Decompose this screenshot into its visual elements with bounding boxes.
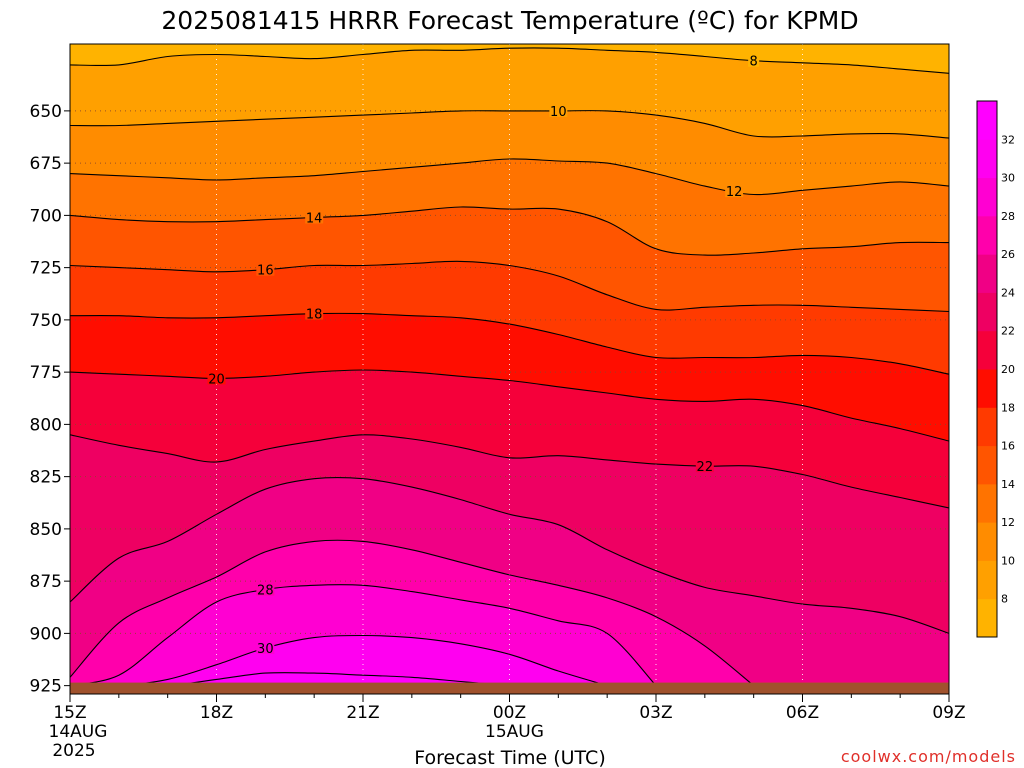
contour-label-10: 10 [550, 105, 567, 120]
contour-line-30 [145, 634, 599, 683]
colorbar-swatch-8 [977, 292, 997, 332]
colorbar-label-24: 24 [1001, 286, 1015, 299]
y-tick-label-800: 800 [30, 415, 62, 435]
y-axis: 650 675 700 725 750 775 800 825 850 875 900 925 [30, 102, 70, 697]
contour-label-bg-16 [256, 262, 275, 276]
colorbar-label-32: 32 [1001, 133, 1015, 146]
x-tick-label-06Z: 06Z [786, 703, 819, 723]
fill-band-32 [193, 672, 475, 683]
colorbar-swatch-13 [977, 101, 997, 140]
colorbar-label-26: 26 [1001, 248, 1015, 261]
colorbar-frame [976, 100, 998, 638]
x-tick-label-03Z: 03Z [639, 703, 672, 723]
y-tick-label-925: 925 [30, 677, 62, 697]
plot-area: 8 10 12 14 16 18 20 22 28 30 [69, 43, 950, 695]
contour-line-14 [70, 206, 949, 256]
colorbar-label-28: 28 [1001, 210, 1015, 223]
colorbar-label-14: 14 [1001, 478, 1015, 491]
contour-label-bg-12 [725, 184, 744, 198]
y-tick-label-675: 675 [30, 154, 62, 174]
y-tick-label-700: 700 [30, 206, 62, 226]
contour-label-14: 14 [306, 211, 323, 226]
y-tick-label-850: 850 [30, 520, 62, 540]
contour-line-12 [70, 158, 949, 196]
contour-label-16: 16 [257, 264, 274, 279]
contour-label-8: 8 [750, 55, 758, 70]
contour-label-bg-8 [748, 53, 760, 67]
colorbar-swatch-1 [977, 560, 997, 600]
colorbar-swatch-6 [977, 369, 997, 408]
colorbar-label-12: 12 [1001, 516, 1015, 529]
x-tick-label-18Z: 18Z [200, 703, 233, 723]
x-date-label-14AUG: 14AUG [49, 722, 108, 742]
contour-label-12: 12 [726, 185, 743, 200]
colorbar-swatch-0 [977, 598, 997, 638]
y-tick-label-725: 725 [30, 259, 62, 279]
contour-label-bg-30 [256, 641, 275, 655]
y-tick-label-650: 650 [30, 102, 62, 122]
x-tick-label-15Z: 15Z [53, 703, 86, 723]
chart-title: 2025081415 HRRR Forecast Temperature (ºC… [161, 6, 858, 35]
colorbar-label-20: 20 [1001, 363, 1015, 376]
colorbar-swatch-5 [977, 407, 997, 447]
x-tick-label-00Z: 00Z [493, 703, 526, 723]
temperature-fill [70, 44, 949, 683]
contour-label-18: 18 [306, 308, 323, 323]
contour-labels: 8 10 12 14 16 18 20 22 28 30 [207, 53, 760, 657]
x-year-label: 2025 [52, 741, 95, 761]
contour-line-8 [70, 47, 949, 74]
colorbar-swatch-10 [977, 215, 997, 255]
fill-band-30 [149, 635, 598, 683]
contour-label-bg-10 [549, 103, 568, 117]
colorbar-swatch-3 [977, 483, 997, 523]
contour-label-bg-14 [305, 210, 324, 224]
colorbar-swatch-4 [977, 445, 997, 485]
colorbar-label-8: 8 [1001, 593, 1008, 606]
colorbar-label-18: 18 [1001, 401, 1015, 414]
contour-line-16 [70, 260, 949, 313]
y-tick-label-750: 750 [30, 311, 62, 331]
colorbar-swatch-2 [977, 522, 997, 561]
contour-line-22 [70, 434, 949, 509]
x-tick-label-09Z: 09Z [932, 703, 965, 723]
contour-label-22: 22 [697, 460, 714, 475]
colorbar: 8 10 12 14 16 18 20 22 24 26 28 30 32 [976, 100, 1015, 638]
contour-label-bg-18 [305, 306, 324, 320]
y-tick-label-825: 825 [30, 468, 62, 488]
contour-line-26 [70, 539, 751, 683]
contour-lines [70, 47, 949, 683]
colorbar-label-10: 10 [1001, 554, 1015, 567]
contour-label-bg-22 [695, 459, 714, 473]
contour-label-20: 20 [208, 372, 225, 387]
ground-surface [70, 682, 949, 694]
contour-label-bg-20 [207, 371, 226, 385]
x-date-label-15AUG: 15AUG [485, 722, 544, 742]
contour-label-bg-28 [256, 582, 275, 596]
contour-line-28 [88, 584, 655, 683]
y-tick-label-875: 875 [30, 572, 62, 592]
colorbar-label-16: 16 [1001, 440, 1015, 453]
x-tick-label-21Z: 21Z [346, 703, 379, 723]
contour-line-10 [70, 110, 949, 139]
contour-line-32 [190, 672, 481, 683]
colorbar-label-22: 22 [1001, 325, 1015, 338]
y-tick-label-900: 900 [30, 624, 62, 644]
credit-text: coolwx.com/models [841, 747, 1016, 766]
colorbar-swatch-7 [977, 330, 997, 370]
x-axis-title: Forecast Time (UTC) [414, 747, 605, 768]
contour-label-30: 30 [257, 642, 274, 657]
colorbar-swatch-11 [977, 177, 997, 217]
colorbar-label-30: 30 [1001, 172, 1015, 185]
contour-line-24 [70, 476, 949, 634]
y-tick-label-775: 775 [30, 363, 62, 383]
colorbar-swatch-12 [977, 139, 997, 179]
contour-label-28: 28 [257, 583, 274, 598]
colorbar-swatch-9 [977, 254, 997, 293]
contour-line-18 [70, 312, 949, 375]
